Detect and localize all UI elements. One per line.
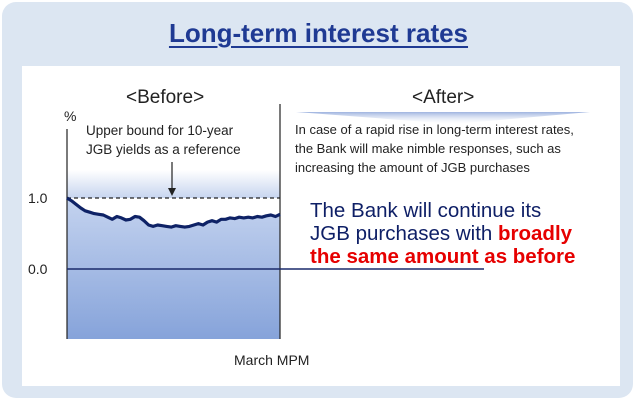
after-note-line2: the Bank will make nimble responses, suc… (295, 141, 561, 156)
message-line3-emph: the same amount as before (310, 245, 576, 268)
upper-zone (67, 170, 280, 198)
arrow-head (168, 188, 176, 196)
y-tick-0: 0.0 (28, 261, 48, 277)
after-note-line1: In case of a rapid rise in long-term int… (295, 122, 574, 137)
message-line1: The Bank will continue its (310, 199, 542, 222)
message-line2: JGB purchases with broadly (310, 222, 572, 245)
after-label: <After> (412, 87, 475, 108)
after-wedge (296, 112, 590, 124)
message-line2-emph: broadly (498, 222, 573, 245)
yield-line (66, 196, 281, 229)
y-unit: % (64, 108, 77, 124)
message-line3: the same amount as before (310, 245, 575, 268)
message-line2-plain: JGB purchases with (310, 222, 498, 245)
x-label: March MPM (234, 352, 310, 368)
page-title: Long-term interest rates (168, 18, 469, 48)
before-note-line2: JGB yields as a reference (86, 142, 241, 157)
before-label: <Before> (126, 87, 205, 108)
before-note-line1: Upper bound for 10-year (86, 123, 234, 138)
y-tick-1: 1.0 (28, 190, 48, 206)
after-note-line3: increasing the amount of JGB purchases (295, 160, 530, 175)
